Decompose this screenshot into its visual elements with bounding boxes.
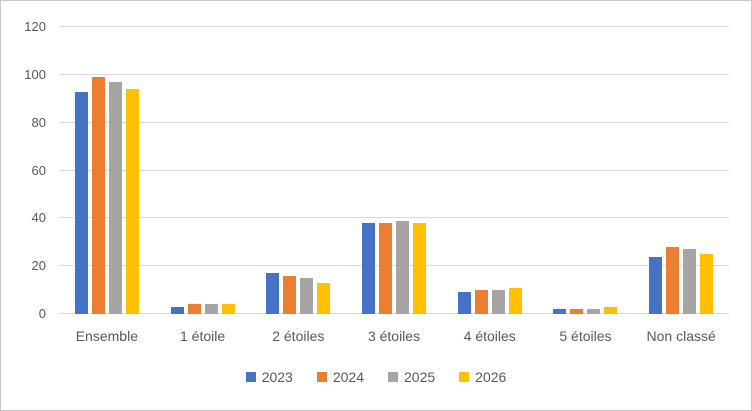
gridline: [59, 26, 729, 27]
y-axis-tick-label: 0: [38, 306, 46, 321]
bar-2026: [508, 287, 522, 314]
bar-group: [346, 27, 442, 314]
bar-2025: [396, 220, 410, 314]
legend-swatch-icon: [459, 372, 470, 382]
bar-2026: [604, 306, 618, 314]
legend-swatch-icon: [316, 372, 327, 382]
bar-group: [633, 27, 729, 314]
bar-2025: [108, 82, 122, 314]
legend-item-2025: 2025: [388, 369, 435, 385]
bar-2026: [125, 89, 139, 314]
bar-2024: [187, 304, 201, 314]
gridline: [59, 73, 729, 75]
gridline: [59, 313, 729, 314]
category-label: 1 étoile: [180, 328, 226, 344]
legend-label: 2026: [475, 369, 507, 385]
bar-2023: [74, 91, 88, 314]
bar-2026: [221, 304, 235, 314]
category-label: Non classé: [646, 328, 716, 344]
bar-2023: [266, 273, 280, 314]
legend-item-2023: 2023: [245, 369, 293, 385]
bar-group: [155, 27, 251, 314]
bar-2023: [170, 306, 184, 314]
y-axis-tick-label: 80: [31, 114, 46, 130]
bar-group: [538, 27, 634, 314]
bar-2024: [666, 247, 680, 314]
bar-group: [250, 27, 346, 314]
gridline: [59, 169, 729, 171]
y-axis-tick-label: 100: [24, 66, 46, 82]
bar-groups: [59, 27, 729, 314]
legend-label: 2023: [261, 369, 293, 385]
bar-2026: [413, 223, 427, 314]
bar-2026: [317, 282, 331, 314]
y-axis-tick-label: 120: [24, 19, 46, 34]
legend-item-2026: 2026: [459, 369, 506, 385]
bar-group: [59, 27, 155, 314]
bar-2026: [700, 254, 714, 314]
gridline: [59, 217, 729, 219]
bar-group: [442, 27, 538, 314]
category-label: Ensemble: [75, 328, 138, 344]
y-axis-tick-label: 60: [31, 162, 46, 178]
category-label: 4 étoiles: [463, 328, 516, 344]
y-axis-tick-label: 40: [31, 210, 46, 226]
category-label: 5 étoiles: [559, 328, 612, 344]
bar-2025: [683, 249, 697, 314]
bar-2024: [570, 309, 584, 314]
bar-2024: [91, 77, 105, 314]
category-label: 3 étoiles: [367, 328, 421, 344]
gridline: [59, 121, 729, 123]
bar-2023: [553, 309, 567, 314]
legend: 2023 2024 2025 2026: [1, 369, 751, 385]
gridline: [59, 265, 729, 267]
bar-2024: [474, 290, 488, 314]
legend-swatch-icon: [388, 372, 398, 382]
bar-2025: [204, 304, 218, 314]
legend-label: 2025: [404, 369, 436, 385]
bar-2023: [362, 223, 376, 314]
bar-2023: [649, 256, 663, 314]
bar-2025: [300, 278, 314, 314]
bar-2025: [491, 290, 505, 314]
legend-label: 2024: [332, 369, 364, 385]
plot-area: [59, 26, 729, 314]
y-axis-tick-label: 20: [31, 258, 46, 274]
bar-2024: [379, 223, 393, 314]
legend-item-2024: 2024: [316, 369, 364, 385]
bar-2024: [283, 275, 297, 314]
bar-2023: [457, 292, 471, 314]
bar-2025: [587, 309, 601, 314]
x-axis-labels: Ensemble 1 étoile 2 étoiles 3 étoiles 4 étoi…: [59, 328, 729, 344]
category-label: 2 étoiles: [272, 328, 325, 344]
legend-swatch-icon: [245, 372, 256, 382]
